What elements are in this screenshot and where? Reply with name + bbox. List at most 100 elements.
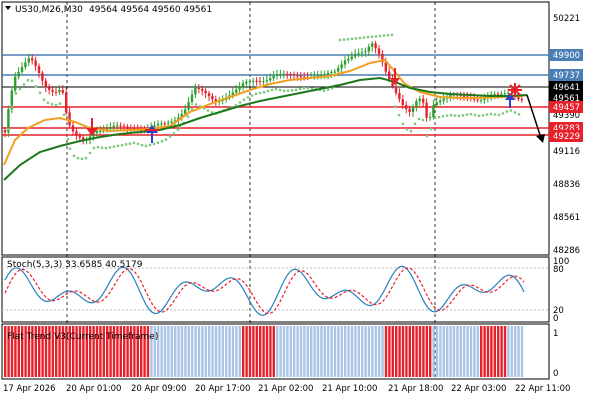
candle-body bbox=[493, 93, 496, 95]
candle-body bbox=[207, 93, 211, 97]
trend-bar bbox=[65, 326, 68, 377]
candle-body bbox=[272, 75, 275, 79]
candle-body bbox=[65, 92, 68, 113]
sar-dot bbox=[370, 35, 374, 38]
candle-body bbox=[483, 98, 486, 101]
candle-body bbox=[235, 89, 238, 93]
sar-dot bbox=[58, 102, 62, 105]
trend-bar bbox=[357, 326, 360, 377]
trend-bar bbox=[323, 326, 326, 377]
trend-bar bbox=[503, 326, 507, 377]
sar-dot bbox=[302, 87, 306, 90]
trend-bar bbox=[476, 326, 479, 377]
sar-dot bbox=[14, 92, 18, 95]
sar-dot bbox=[144, 144, 148, 148]
price-label: 49457 bbox=[553, 103, 580, 113]
candle-body bbox=[411, 106, 415, 112]
sar-dot bbox=[485, 113, 489, 116]
candle-body bbox=[160, 123, 163, 125]
trend-bar bbox=[347, 326, 350, 377]
sar-dot bbox=[374, 35, 378, 38]
sar-dot bbox=[294, 88, 298, 91]
sar-dot bbox=[34, 85, 38, 88]
candle-body bbox=[388, 71, 391, 80]
trend-bar bbox=[106, 326, 109, 377]
candle-body bbox=[153, 125, 156, 128]
trend-bar bbox=[248, 326, 252, 377]
trend-bar bbox=[510, 326, 513, 377]
sar-dot bbox=[270, 88, 274, 92]
candle-body bbox=[333, 71, 336, 73]
candle-body bbox=[428, 117, 432, 119]
price-tick: 48286 bbox=[553, 246, 580, 256]
trend-bar bbox=[133, 326, 136, 377]
flat-trend-label: Flat Trend V3(Current Timeframe) bbox=[7, 332, 158, 342]
trend-bar bbox=[44, 326, 48, 377]
trend-bar bbox=[279, 326, 282, 377]
candle-body bbox=[197, 87, 200, 89]
candle-body bbox=[269, 78, 272, 81]
sar-dot bbox=[238, 101, 242, 104]
candle-body bbox=[347, 58, 350, 61]
fast-ma-line bbox=[3, 58, 528, 166]
sar-dot bbox=[509, 109, 513, 112]
trend-bar bbox=[116, 326, 119, 377]
trend-bar bbox=[466, 326, 469, 377]
candle-body bbox=[275, 74, 279, 76]
trend-bar bbox=[157, 326, 160, 377]
candle-body bbox=[201, 88, 204, 91]
candle-body bbox=[520, 99, 523, 101]
time-tick: 20 Apr 01:00 bbox=[66, 384, 121, 394]
trend-tick: 1 bbox=[553, 329, 558, 339]
time-tick: 22 Apr 03:00 bbox=[451, 384, 506, 394]
trend-bar bbox=[27, 326, 31, 377]
candle-body bbox=[255, 80, 258, 82]
candle-body bbox=[466, 96, 469, 98]
trend-bar bbox=[259, 326, 262, 377]
slow-ma-line bbox=[3, 76, 528, 181]
price-axis: 50221 49390 49116 48836 48561 48286 bbox=[553, 14, 580, 256]
candle-body bbox=[99, 130, 102, 132]
trend-bar bbox=[225, 326, 228, 377]
trend-bar bbox=[350, 326, 354, 377]
sell-arrow-icon bbox=[390, 68, 400, 85]
candle-body bbox=[17, 72, 20, 77]
sar-dot bbox=[104, 146, 108, 150]
sar-dot bbox=[76, 157, 80, 160]
sar-dot bbox=[401, 122, 405, 126]
trend-bar bbox=[432, 326, 435, 377]
trend-bar bbox=[367, 326, 371, 377]
sar-dot bbox=[366, 36, 370, 39]
trend-bar bbox=[463, 326, 466, 377]
candle-body bbox=[340, 64, 343, 69]
sar-dot bbox=[306, 87, 310, 90]
candle-body bbox=[367, 46, 370, 52]
sar-dot bbox=[186, 115, 190, 118]
trend-bar bbox=[58, 326, 61, 377]
trend-bar bbox=[31, 326, 34, 377]
candle-body bbox=[180, 113, 183, 118]
candle-body bbox=[252, 80, 255, 82]
trend-bar bbox=[160, 326, 163, 377]
sar-dot bbox=[413, 122, 417, 126]
sar-dot bbox=[282, 89, 286, 92]
candle-body bbox=[92, 132, 95, 137]
candle-body bbox=[41, 72, 44, 81]
trend-bar bbox=[68, 326, 71, 377]
trend-bar bbox=[170, 326, 173, 377]
sar-dot bbox=[92, 146, 96, 150]
sar-dot bbox=[390, 33, 394, 36]
sar-dot bbox=[84, 156, 88, 160]
sar-dot bbox=[433, 116, 437, 120]
sar-dot bbox=[66, 138, 70, 141]
trend-bar bbox=[180, 326, 184, 377]
sar-dot bbox=[477, 114, 481, 117]
trend-bar bbox=[163, 326, 167, 377]
price-tick: 48561 bbox=[553, 213, 580, 223]
trend-bar bbox=[395, 326, 398, 377]
candle-body bbox=[262, 81, 265, 83]
candle-body bbox=[119, 125, 122, 127]
trend-bar bbox=[78, 326, 82, 377]
candle-body bbox=[231, 92, 234, 96]
